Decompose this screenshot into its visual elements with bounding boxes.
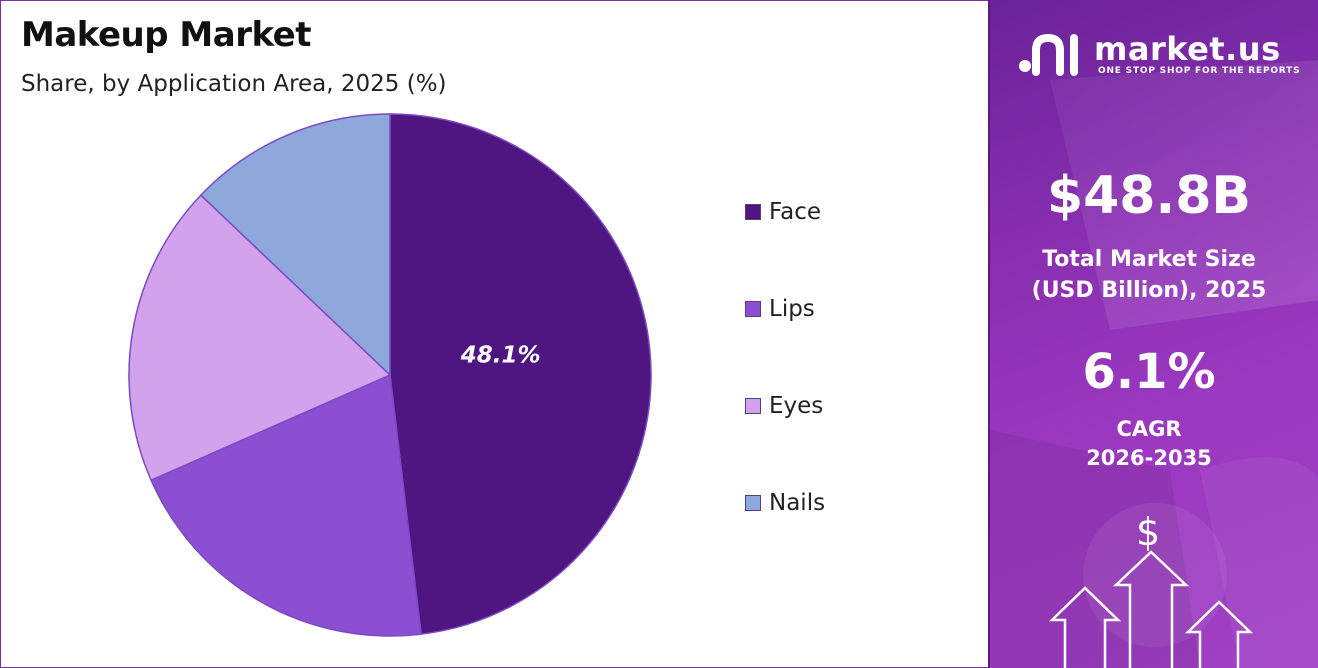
pie-slice-face	[389, 113, 652, 635]
arrow-up-icon	[1048, 550, 1254, 668]
cagr-value: 6.1%	[1082, 344, 1216, 400]
market-size-label-line2: (USD Billion), 2025	[1031, 278, 1267, 303]
market-us-logo-icon	[1019, 33, 1078, 76]
brand-name: market.us	[1094, 30, 1281, 68]
brand-logo: market.us ONE STOP SHOP FOR THE REPORTS	[1018, 30, 1308, 82]
cagr-label-line1: CAGR	[1116, 417, 1182, 441]
pie-slice-lips	[150, 373, 422, 637]
legend-swatch-eyes	[745, 398, 761, 414]
legend-label-nails: Nails	[769, 490, 826, 516]
brand-tagline: ONE STOP SHOP FOR THE REPORTS	[1098, 66, 1301, 76]
legend-swatch-nails	[745, 495, 761, 511]
legend-swatch-face	[745, 204, 761, 220]
chart-area: Makeup Market Share, by Application Area…	[1, 1, 989, 667]
legend-swatch-lips	[745, 301, 761, 317]
legend-label-face: Face	[769, 199, 822, 225]
data-label-face: 48.1%	[460, 343, 541, 369]
pie-slice-nails	[199, 113, 391, 377]
panel-background-decoration	[990, 60, 1318, 668]
pie-chart: 48.1%	[128, 113, 652, 637]
market-size-value: $48.8B	[1046, 166, 1252, 226]
chart-title: Makeup Market	[21, 15, 311, 55]
market-size-label-line1: Total Market Size	[1042, 247, 1256, 272]
legend-label-lips: Lips	[769, 296, 815, 322]
chart-subtitle: Share, by Application Area, 2025 (%)	[21, 71, 447, 97]
cagr-label-line2: 2026-2035	[1086, 446, 1212, 470]
info-panel: market.us ONE STOP SHOP FOR THE REPORTS …	[988, 0, 1318, 668]
pie-slice-eyes	[128, 194, 392, 482]
legend-label-eyes: Eyes	[769, 393, 824, 419]
dollar-icon: $	[1136, 510, 1161, 554]
